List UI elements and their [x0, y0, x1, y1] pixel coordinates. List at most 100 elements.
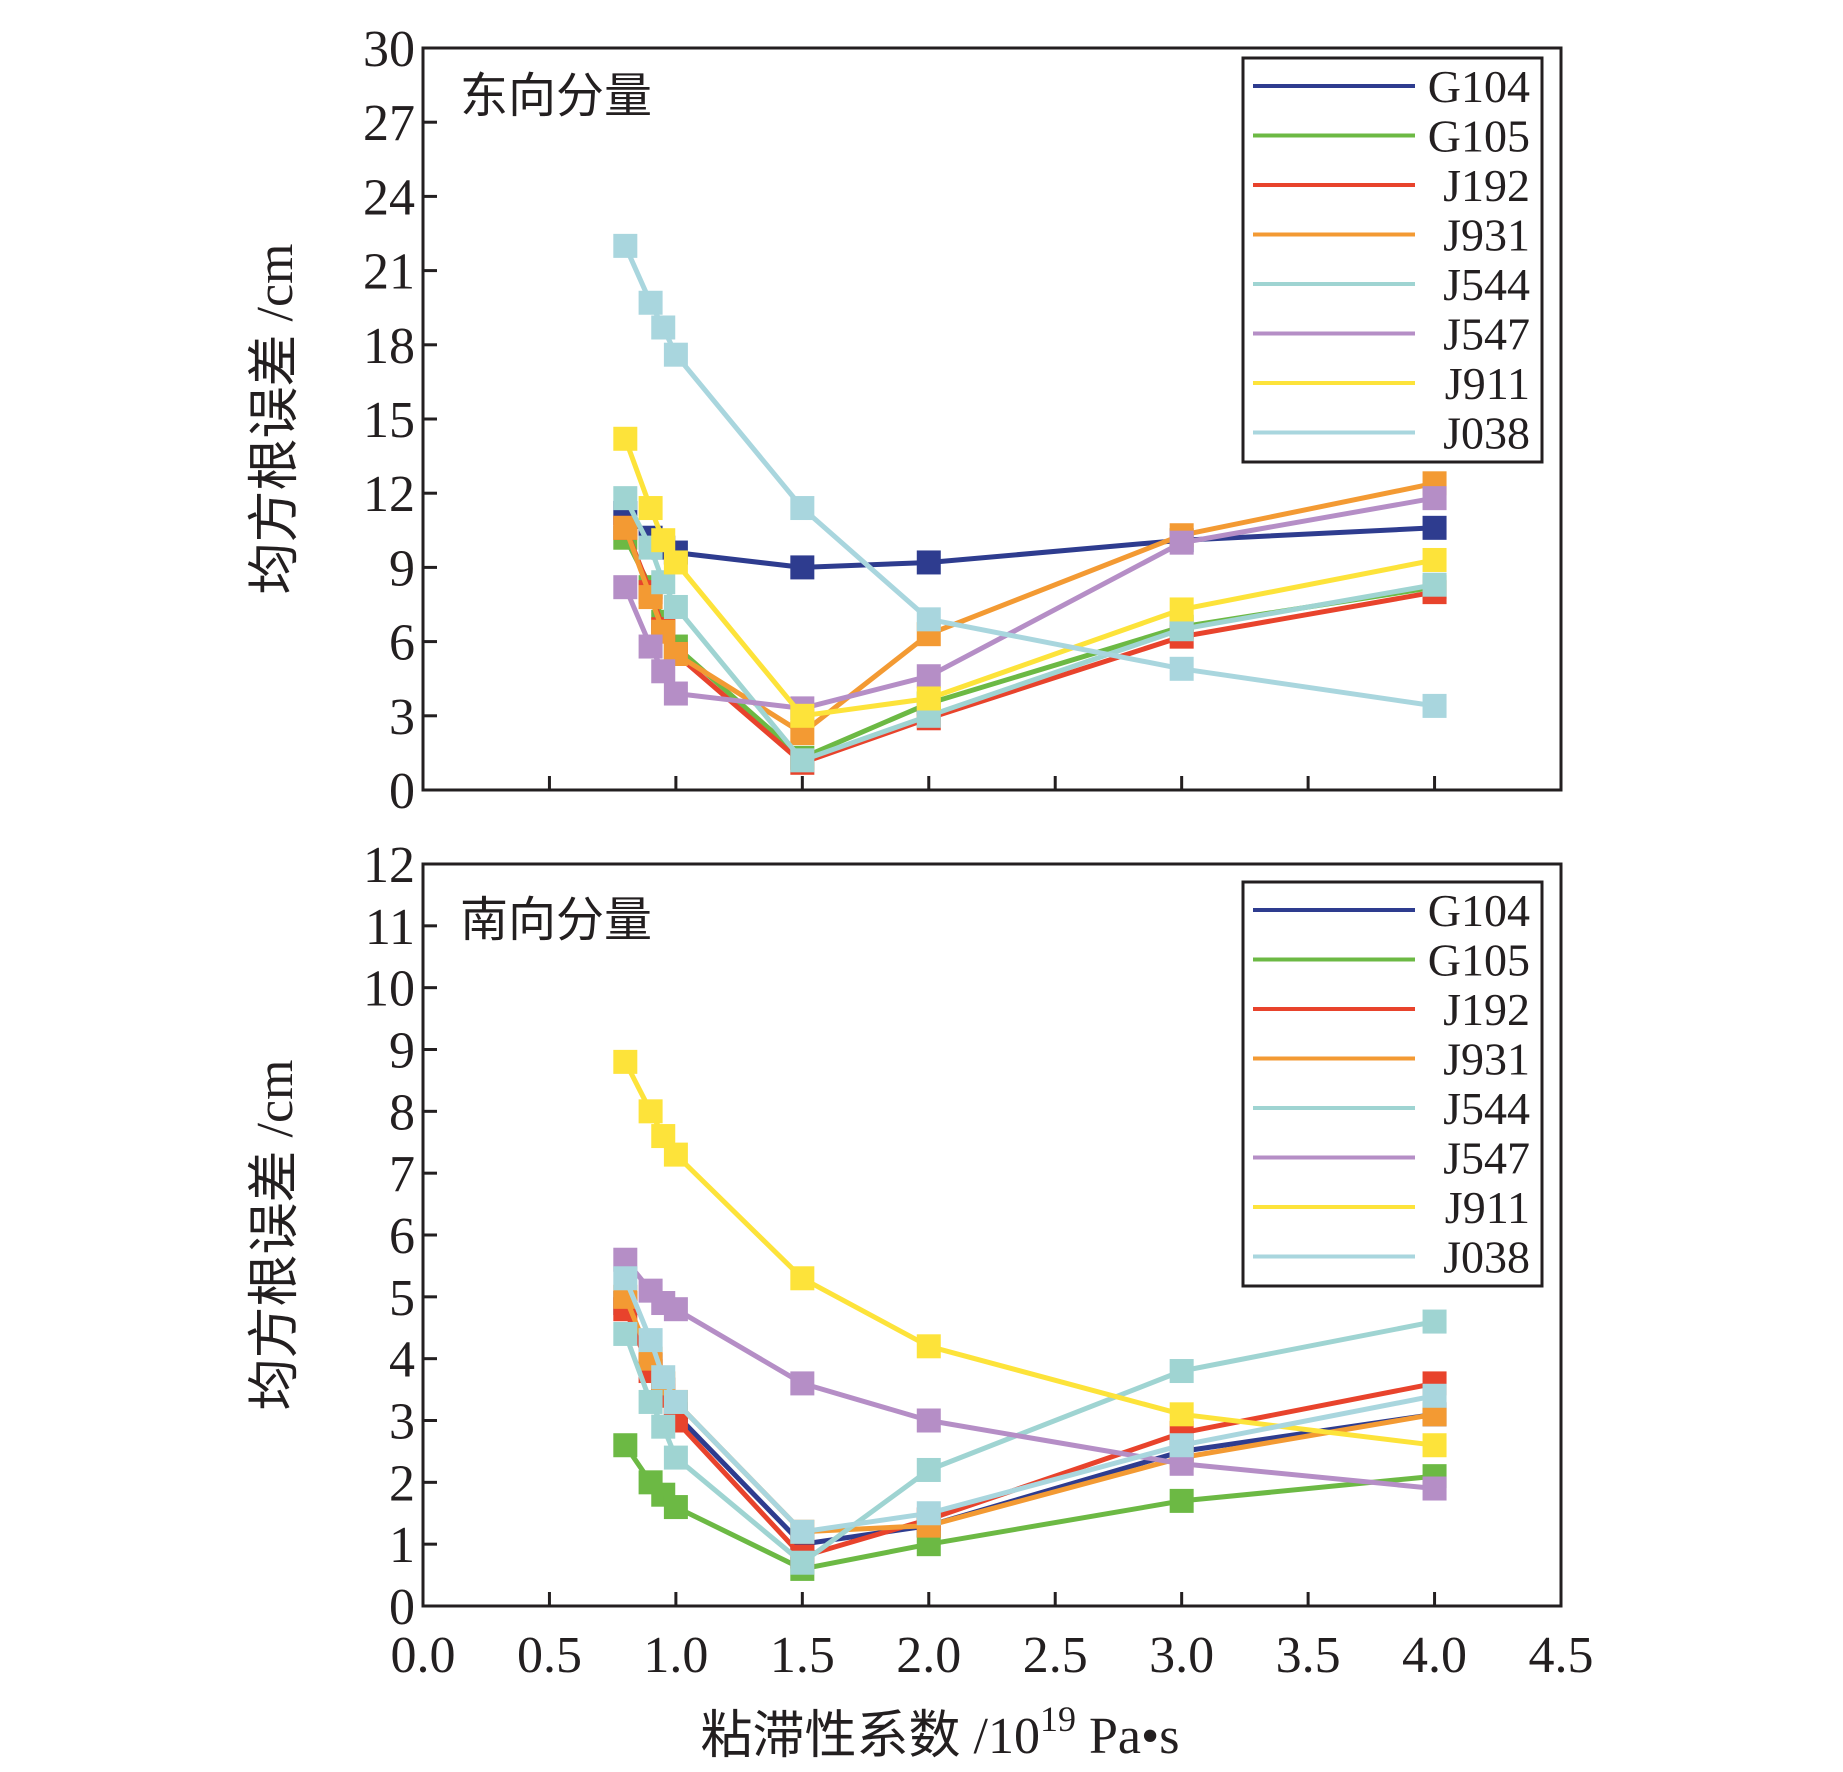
series-line-g104 — [622, 1302, 1435, 1547]
data-point-j544 — [651, 1414, 676, 1439]
data-point-j544 — [790, 748, 815, 773]
data-point-j911 — [638, 496, 663, 521]
data-point-j547 — [663, 1297, 688, 1322]
data-point-j911 — [1169, 1402, 1194, 1427]
data-point-j547 — [663, 681, 688, 706]
data-point-j038 — [613, 233, 638, 258]
y-tick-label: 30 — [363, 21, 415, 78]
y-tick-label: 7 — [389, 1146, 415, 1203]
data-point-g104 — [916, 550, 941, 575]
data-point-j931 — [613, 515, 638, 540]
y-tick-label: 3 — [389, 1394, 415, 1451]
legend-label-j038: J038 — [1443, 1232, 1530, 1283]
data-point-j547 — [1422, 486, 1447, 511]
y-tick-label: 9 — [389, 540, 415, 597]
x-tick-label: 4.0 — [1402, 1627, 1467, 1684]
y-tick-label: 5 — [389, 1270, 415, 1327]
data-point-j038 — [1169, 1433, 1194, 1458]
data-point-j038 — [638, 290, 663, 315]
legend-label-g105: G105 — [1428, 935, 1530, 986]
data-point-j038 — [1422, 1383, 1447, 1408]
data-point-g104 — [790, 555, 815, 580]
data-point-j038 — [651, 1365, 676, 1390]
data-point-j038 — [613, 1266, 638, 1291]
panel-title: 东向分量 — [460, 70, 652, 123]
y-tick-label: 3 — [389, 689, 415, 746]
data-point-j544 — [638, 1389, 663, 1414]
y-tick-label: 18 — [363, 318, 415, 375]
data-point-j547 — [916, 1408, 941, 1433]
data-point-j547 — [613, 575, 638, 600]
data-point-j544 — [1169, 1359, 1194, 1384]
legend-box — [1241, 880, 1544, 1288]
x-tick-label: 1.5 — [770, 1627, 835, 1684]
data-point-j038 — [663, 1389, 688, 1414]
data-point-j547 — [638, 634, 663, 659]
y-tick-label: 6 — [389, 615, 415, 672]
y-tick-label: 6 — [389, 1208, 415, 1265]
legend-label-j911: J911 — [1445, 358, 1530, 409]
y-tick-label: 0 — [389, 1579, 415, 1636]
y-tick-label: 24 — [363, 169, 415, 226]
data-point-j911 — [663, 550, 688, 575]
y-axis-title: 均方根误差 /cm — [247, 244, 304, 595]
data-point-g105 — [613, 1433, 638, 1458]
y-tick-label: 4 — [389, 1332, 415, 1389]
data-point-j038 — [916, 607, 941, 632]
x-tick-label: 1.0 — [643, 1627, 708, 1684]
legend-label-j547: J547 — [1443, 309, 1530, 360]
data-point-j547 — [1169, 530, 1194, 555]
legend-label-g104: G104 — [1428, 885, 1530, 936]
y-tick-label: 15 — [363, 392, 415, 449]
legend-label-j038: J038 — [1443, 408, 1530, 459]
y-tick-label: 12 — [363, 837, 415, 894]
data-point-j911 — [1169, 597, 1194, 622]
data-point-j547 — [790, 1371, 815, 1396]
data-point-j544 — [790, 1550, 815, 1575]
data-point-j544 — [613, 486, 638, 511]
data-point-j547 — [1422, 1476, 1447, 1501]
data-point-j038 — [651, 315, 676, 340]
x-tick-label: 2.5 — [1023, 1627, 1088, 1684]
x-tick-label: 0.5 — [517, 1627, 582, 1684]
legend-label-j911: J911 — [1445, 1182, 1530, 1233]
data-point-j038 — [663, 342, 688, 367]
data-point-j544 — [1422, 572, 1447, 597]
data-point-j544 — [916, 1457, 941, 1482]
y-axis-title: 均方根误差 /cm — [247, 1060, 304, 1411]
y-tick-label: 27 — [363, 95, 415, 152]
data-point-j911 — [1422, 547, 1447, 572]
legend-label-j931: J931 — [1443, 1034, 1530, 1085]
data-point-g105 — [663, 1495, 688, 1520]
y-tick-label: 21 — [363, 244, 415, 301]
y-tick-label: 11 — [365, 899, 415, 956]
legend-label-j192: J192 — [1443, 160, 1530, 211]
data-point-j544 — [663, 1445, 688, 1470]
y-tick-label: 12 — [363, 466, 415, 523]
x-tick-label: 3.5 — [1276, 1627, 1341, 1684]
x-tick-label: 0.0 — [391, 1627, 456, 1684]
data-point-j911 — [1422, 1433, 1447, 1458]
data-point-j544 — [663, 594, 688, 619]
panel-title: 南向分量 — [460, 894, 652, 947]
data-point-j038 — [790, 496, 815, 521]
legend-label-g105: G105 — [1428, 111, 1530, 162]
x-tick-label: 3.0 — [1149, 1627, 1214, 1684]
y-tick-label: 1 — [389, 1517, 415, 1574]
data-point-j544 — [1422, 1309, 1447, 1334]
data-point-j547 — [651, 659, 676, 684]
data-point-j038 — [1422, 693, 1447, 718]
data-point-j911 — [790, 703, 815, 728]
data-point-j911 — [916, 1334, 941, 1359]
x-axis-title: 粘滞性系数 /1019 Pa•s — [701, 1699, 1180, 1765]
legend-box — [1241, 56, 1544, 464]
data-point-j038 — [916, 1501, 941, 1526]
data-point-j038 — [1169, 656, 1194, 681]
y-tick-label: 2 — [389, 1455, 415, 1512]
x-tick-label: 2.0 — [896, 1627, 961, 1684]
y-tick-label: 9 — [389, 1023, 415, 1080]
